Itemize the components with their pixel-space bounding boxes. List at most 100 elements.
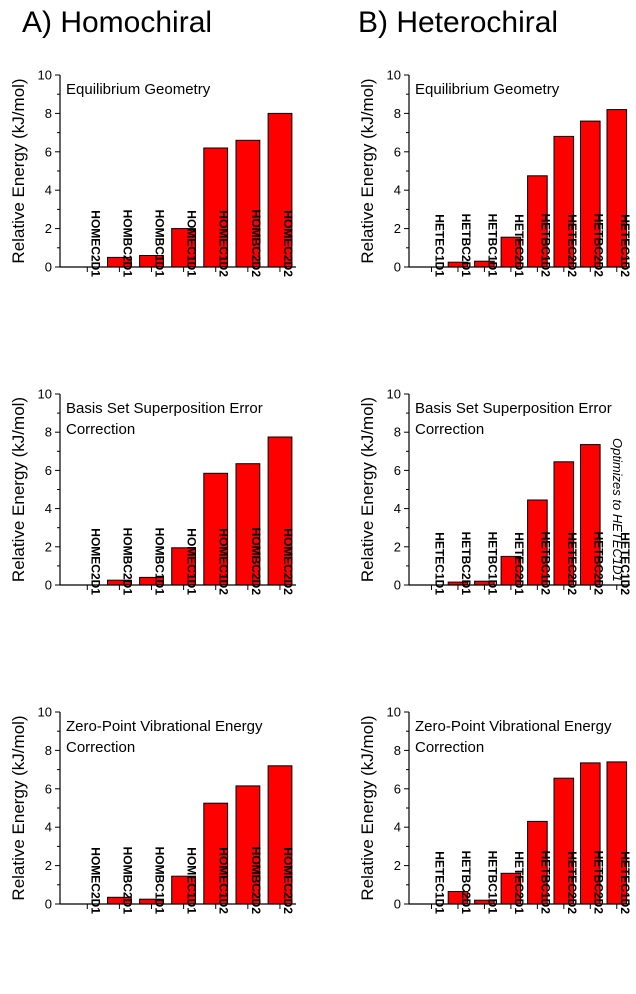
x-tick-label: HETEC2D2: [565, 532, 579, 595]
y-tick-label: 6: [45, 144, 52, 159]
x-tick-label: HOMEC1D2: [217, 528, 231, 595]
x-tick-label: HETEC2D1: [512, 532, 526, 595]
x-tick-label: HOMEC2D2: [281, 847, 295, 914]
x-tick-label: HETEC1D1: [432, 214, 446, 277]
bar-chart-panel-1: 0 2 4 6 8 10 HOMEC2D1 HOMBC2D1 HOMBC1D1 HOMEC1D1 H…: [9, 68, 296, 278]
x-tick-label: HETEC2D2: [565, 851, 579, 914]
x-tick-label: HETBC2D2: [591, 532, 605, 596]
y-axis-label: Relative Energy (kJ/mol): [358, 78, 377, 263]
y-tick-label: 8: [394, 106, 401, 121]
y-tick-label: 0: [45, 260, 52, 275]
panel-title: Equilibrium Geometry: [415, 81, 560, 98]
y-tick-label: 0: [394, 897, 401, 912]
y-tick-label: 6: [45, 463, 52, 478]
y-tick-label: 10: [387, 387, 401, 402]
optimizes-annotation: Optimizes to HETEC1D1: [610, 438, 625, 582]
x-tick-label: HOMEC1D1: [185, 528, 199, 595]
y-tick-label: 10: [38, 387, 52, 402]
x-tick-label: HETBC1D1: [485, 214, 499, 278]
x-tick-label: HOMEC1D1: [185, 847, 199, 914]
bar-chart-panel-3: 0 2 4 6 8 10 HOMEC2D1 HOMBC2D1 HOMBC1D1 HOMEC1D1 H…: [9, 387, 296, 596]
panel-title: Correction: [66, 739, 135, 756]
panel-title: Basis Set Superposition Error: [66, 400, 263, 417]
x-tick-label: HETBC2D1: [459, 851, 473, 915]
y-tick-label: 0: [394, 578, 401, 593]
y-tick-label: 10: [38, 705, 52, 720]
x-tick-label: HOMEC2D2: [281, 210, 295, 277]
x-tick-label: HOMBC2D2: [249, 528, 263, 596]
x-tick-label: HOMEC2D1: [88, 847, 102, 914]
x-tick-label: HOMBC1D1: [153, 528, 167, 596]
y-tick-label: 10: [38, 68, 52, 83]
y-tick-label: 4: [45, 183, 52, 198]
y-tick-label: 2: [394, 858, 401, 873]
panel-title: Zero-Point Vibrational Energy: [415, 718, 612, 735]
y-tick-label: 4: [394, 501, 401, 516]
y-tick-label: 8: [45, 425, 52, 440]
y-tick-label: 2: [45, 858, 52, 873]
y-tick-label: 8: [45, 106, 52, 121]
y-tick-label: 0: [45, 897, 52, 912]
y-tick-label: 0: [45, 578, 52, 593]
y-tick-label: 6: [394, 463, 401, 478]
y-axis-label: Relative Energy (kJ/mol): [9, 715, 28, 900]
x-tick-label: HETBC2D1: [459, 214, 473, 278]
x-tick-label: HETBC1D2: [538, 532, 552, 596]
x-tick-label: HETEC1D1: [432, 532, 446, 595]
panel-title: Correction: [415, 739, 484, 756]
x-tick-label: HETEC2D1: [512, 851, 526, 914]
bar-chart-panel-5: 0 2 4 6 8 10 HOMEC2D1 HOMBC2D1 HOMBC1D1 HOMEC1D1 H…: [9, 705, 296, 915]
x-tick-label: HOMEC2D1: [88, 210, 102, 277]
y-tick-label: 2: [45, 221, 52, 236]
x-tick-label: HETEC1D2: [618, 214, 632, 277]
y-tick-label: 6: [394, 144, 401, 159]
heterochiral-column-title: B) Heterochiral: [358, 6, 559, 39]
y-tick-label: 4: [394, 183, 401, 198]
panel-title: Correction: [415, 421, 484, 438]
x-tick-label: HOMEC1D2: [217, 847, 231, 914]
y-tick-label: 2: [45, 539, 52, 554]
x-tick-label: HOMBC2D2: [249, 847, 263, 915]
bar-chart-panel-6: 0 2 4 6 8 10 HETEC1D1 HETBC2D1 HETBC1D1 HETEC2D1 H…: [358, 705, 632, 915]
y-axis-label: Relative Energy (kJ/mol): [9, 78, 28, 263]
x-tick-label: HOMEC2D2: [281, 528, 295, 595]
x-tick-label: HOMEC1D1: [185, 210, 199, 277]
y-tick-label: 10: [387, 705, 401, 720]
bar-chart-panel-4: 0 2 4 6 8 10 HETEC1D1 HETBC2D1 HETBC1D1 HETEC2D1 H…: [358, 387, 632, 596]
y-axis-label: Relative Energy (kJ/mol): [358, 715, 377, 900]
y-tick-label: 2: [394, 539, 401, 554]
y-tick-label: 0: [394, 260, 401, 275]
x-tick-label: HETBC1D1: [485, 851, 499, 915]
x-tick-label: HOMBC2D2: [249, 210, 263, 278]
x-tick-label: HETEC2D1: [512, 214, 526, 277]
x-tick-label: HETBC2D1: [459, 532, 473, 596]
y-tick-label: 10: [387, 68, 401, 83]
y-tick-label: 2: [394, 221, 401, 236]
y-tick-label: 4: [45, 501, 52, 516]
panel-title: Equilibrium Geometry: [66, 81, 211, 98]
bar-chart-panel-2: 0 2 4 6 8 10 HETEC1D1 HETBC2D1 HETBC1D1 HETEC2D1 H…: [358, 68, 632, 278]
y-tick-label: 8: [45, 743, 52, 758]
x-tick-label: HETEC1D2: [618, 532, 632, 595]
homochiral-column-title: A) Homochiral: [22, 6, 213, 39]
x-tick-label: HETEC1D2: [618, 851, 632, 914]
y-tick-label: 4: [45, 820, 52, 835]
x-tick-label: HETBC2D2: [591, 214, 605, 278]
y-tick-label: 6: [394, 781, 401, 796]
x-tick-label: HETBC1D1: [485, 532, 499, 596]
y-axis-label: Relative Energy (kJ/mol): [358, 397, 377, 582]
x-tick-label: HETEC1D1: [432, 851, 446, 914]
panel-title: Zero-Point Vibrational Energy: [66, 718, 263, 735]
x-tick-label: HOMBC2D1: [120, 847, 134, 915]
y-tick-label: 8: [394, 743, 401, 758]
x-tick-label: HETBC1D2: [538, 851, 552, 915]
x-tick-label: HOMBC1D1: [153, 847, 167, 915]
panel-title: Basis Set Superposition Error: [415, 400, 612, 417]
y-axis-label: Relative Energy (kJ/mol): [9, 397, 28, 582]
x-tick-label: HETBC1D2: [538, 214, 552, 278]
x-tick-label: HETEC2D2: [565, 214, 579, 277]
y-tick-label: 4: [394, 820, 401, 835]
x-tick-label: HOMEC2D1: [88, 528, 102, 595]
x-tick-label: HETBC2D2: [591, 851, 605, 915]
